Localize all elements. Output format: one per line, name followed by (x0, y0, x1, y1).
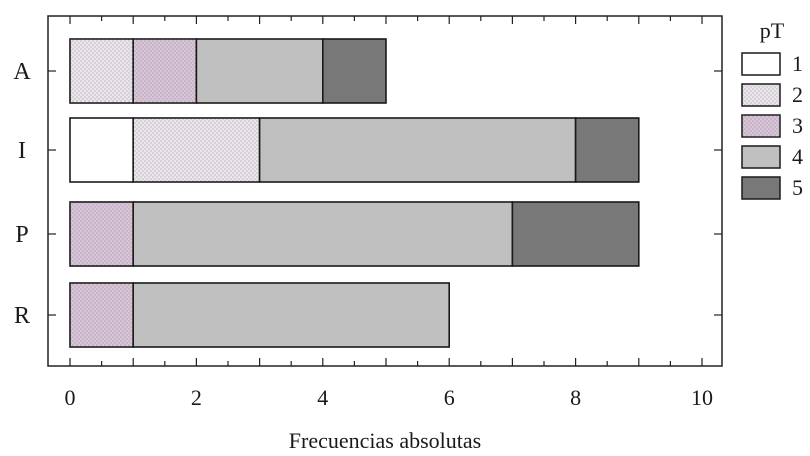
legend-label: 2 (792, 82, 803, 107)
legend-label: 4 (792, 144, 803, 169)
legend-swatch-texture (742, 84, 780, 106)
bar-segment-texture (70, 283, 134, 347)
bar-segment-texture (70, 202, 134, 266)
legend-swatch-pt5 (741, 176, 781, 200)
category-label: A (13, 59, 31, 85)
legend-label: 5 (792, 175, 803, 200)
x-tick-label: 2 (191, 385, 202, 410)
x-axis-label: Frecuencias absolutas (289, 428, 481, 453)
plot-frame (47, 15, 723, 367)
category-label: I (18, 138, 26, 164)
x-tick-label: 10 (691, 385, 713, 410)
bar-segment-r-pt4 (132, 282, 450, 348)
category-axis: A I P R (13, 59, 722, 329)
legend-label: 3 (792, 113, 803, 138)
legend-label: 1 (792, 51, 803, 76)
bar-segment-a-pt4 (195, 38, 324, 104)
bar-segment-texture (70, 39, 134, 103)
bar-segment-i-pt4 (258, 117, 577, 183)
bar-segment-i-pt5 (574, 117, 640, 183)
bar-segment-texture (133, 39, 197, 103)
category-label: P (15, 222, 28, 248)
bar-segment-texture (133, 118, 260, 182)
category-label: R (14, 303, 30, 329)
x-axis: 0 2 4 6 8 10 (65, 16, 713, 410)
legend: pT 1 2 3 4 5 (741, 18, 803, 200)
legend-swatch-pt4 (741, 145, 781, 169)
legend-swatch-pt1 (741, 52, 781, 76)
bar-segment-i-pt1 (69, 117, 135, 183)
bar-segment-a-pt5 (321, 38, 387, 104)
x-tick-label: 4 (317, 385, 328, 410)
x-tick-label: 6 (444, 385, 455, 410)
x-tick-label: 8 (570, 385, 581, 410)
bar-segment-p-pt4 (132, 201, 514, 267)
bar-segment-p-pt5 (511, 201, 640, 267)
legend-swatch-texture (742, 115, 780, 137)
legend-title: pT (760, 18, 785, 43)
x-tick-label: 0 (65, 385, 76, 410)
bars-layer (69, 38, 640, 348)
